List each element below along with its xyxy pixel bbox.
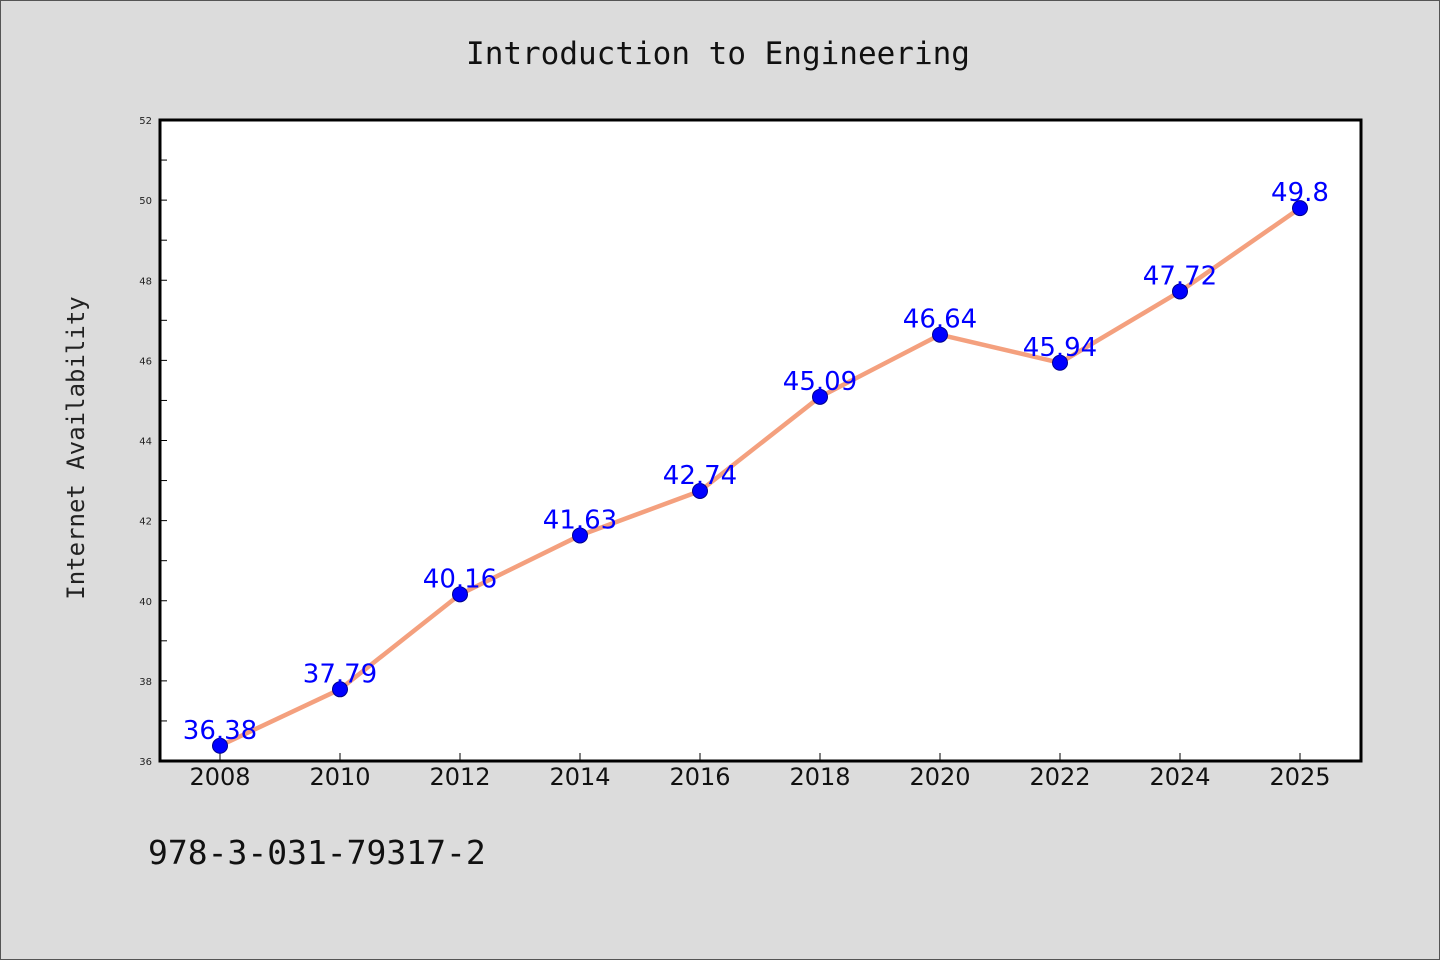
y-axis-label: Internet Availability [62, 296, 90, 599]
x-tick-label: 2022 [1029, 763, 1090, 791]
x-tick-label: 2018 [789, 763, 850, 791]
chart-title: Introduction to Engineering [466, 36, 970, 72]
data-point [572, 527, 588, 544]
data-label: 40.16 [423, 564, 497, 594]
data-label: 45.94 [1023, 333, 1097, 363]
data-label: 45.09 [783, 367, 857, 397]
data-label: 36.38 [183, 716, 257, 746]
data-markers [212, 200, 1308, 754]
data-point [332, 681, 348, 698]
data-label: 47.72 [1143, 261, 1217, 291]
x-tick-label: 2014 [549, 763, 610, 791]
data-label: 42.74 [663, 461, 737, 491]
data-point [1292, 200, 1308, 217]
isbn-text: 978-3-031-79317-2 [148, 833, 486, 872]
x-tick-label: 2010 [309, 763, 370, 791]
y-tick-label: 50 [139, 196, 152, 207]
x-tick-label: 2008 [189, 763, 250, 791]
x-tick-label: 2020 [909, 763, 970, 791]
y-tick-label: 42 [139, 517, 152, 528]
data-point [1052, 354, 1068, 371]
data-point [692, 482, 708, 499]
data-labels: 36.38 37.79 40.16 41.63 42.74 45.09 46.64 45.94… [183, 178, 1329, 746]
y-tick-label: 46 [139, 356, 152, 367]
data-label: 37.79 [303, 659, 377, 689]
y-tick-label: 40 [139, 597, 152, 608]
y-tick-label: 44 [139, 437, 152, 448]
y-tick-label: 52 [139, 116, 152, 127]
y-tick-label: 48 [139, 276, 152, 287]
x-tick-label: 2016 [669, 763, 730, 791]
plot-area [160, 120, 1361, 761]
data-point [932, 326, 948, 343]
data-point [1172, 283, 1188, 300]
x-axis: 2008 2010 2012 2014 2016 2018 2020 2022 2024 2025 [189, 753, 1331, 791]
series-line [217, 205, 1303, 749]
data-label: 46.64 [903, 305, 977, 335]
data-point [452, 586, 468, 603]
data-point [212, 737, 228, 754]
data-label: 49.8 [1271, 178, 1329, 208]
x-tick-label: 2024 [1149, 763, 1210, 791]
y-tick-label: 36 [139, 757, 152, 768]
x-tick-label: 2012 [429, 763, 490, 791]
y-tick-label: 38 [139, 677, 152, 688]
data-label: 41.63 [543, 505, 617, 535]
x-tick-label: 2025 [1269, 763, 1330, 791]
plot-border [158, 118, 1363, 763]
data-point [812, 388, 828, 405]
